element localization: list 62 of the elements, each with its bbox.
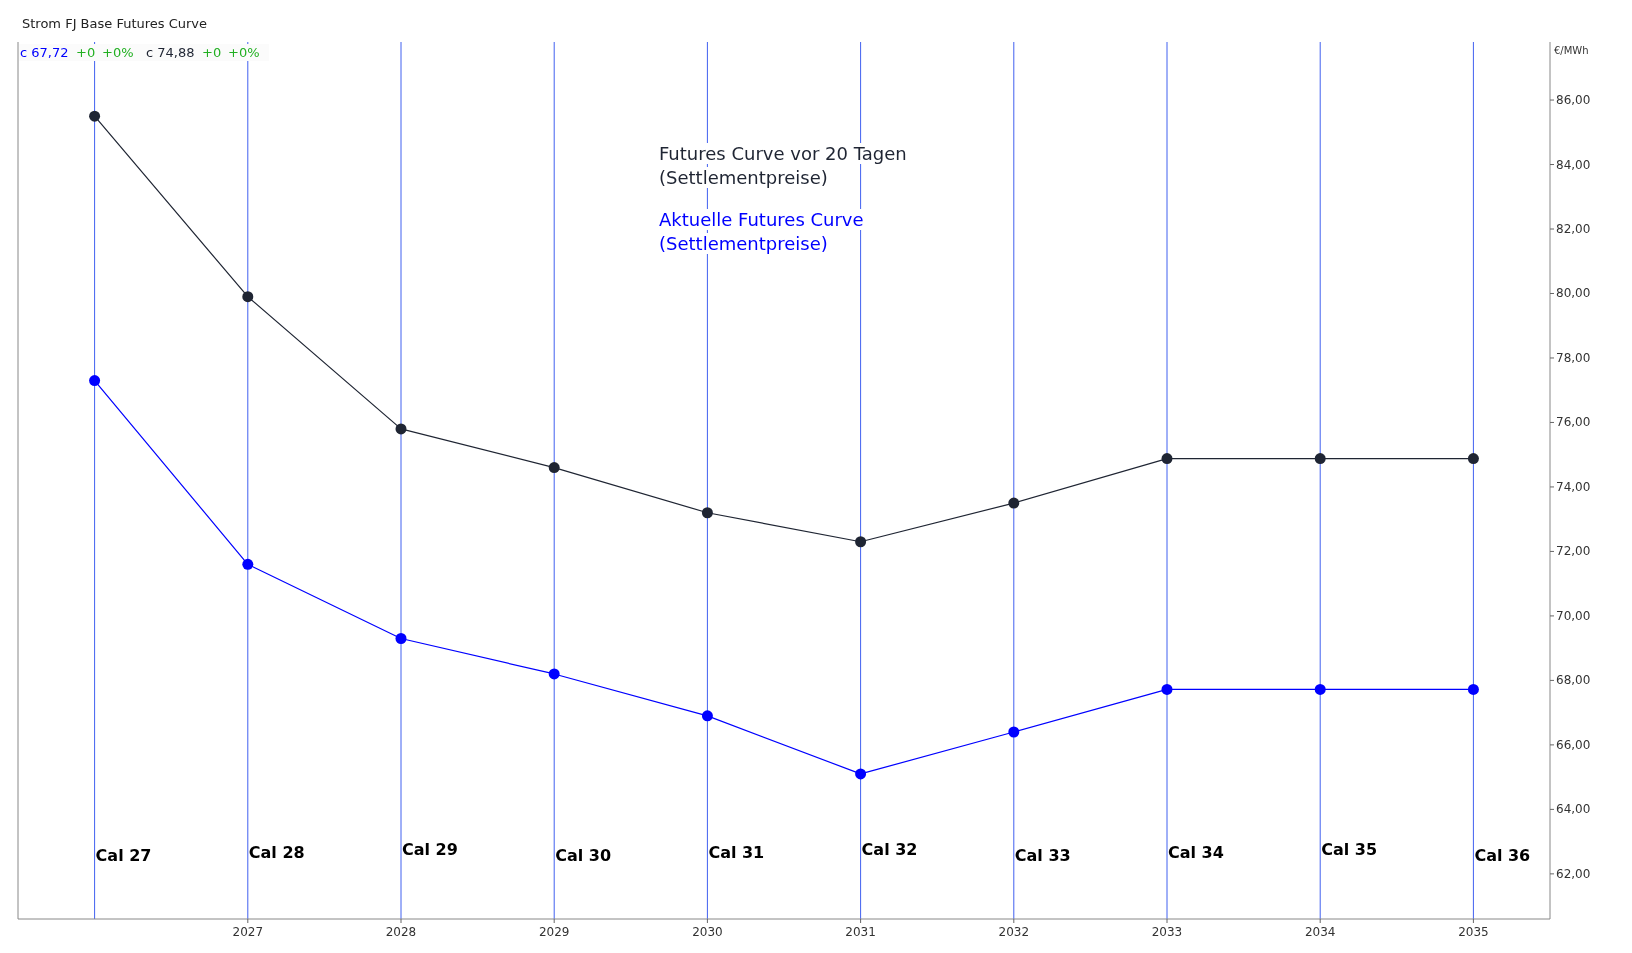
x-tick-label: 2028	[385, 925, 417, 939]
point	[1161, 683, 1173, 695]
y-tick-label: 70,00	[1556, 608, 1591, 623]
text: Aktuelle Futures Curve (Settlementpreise)	[659, 209, 864, 254]
annotation: Cal 30	[555, 846, 612, 865]
y-tick-label: 64,00	[1556, 802, 1591, 817]
y-axis-title: €/MWh	[1554, 45, 1589, 56]
y-tick-label: 66,00	[1556, 737, 1591, 752]
y-tick-label: 74,00	[1556, 479, 1591, 494]
annotation: Cal 32	[861, 840, 918, 859]
text: Futures Curve vor 20 Tagen (Settlementpreise)	[659, 143, 907, 188]
x-tick-label: 2029	[538, 925, 570, 939]
annotation: +0%	[228, 45, 260, 60]
annotation: Cal 31	[708, 843, 765, 862]
x-tick-label: 2030	[692, 925, 723, 939]
x-tick-label: 2032	[998, 925, 1030, 939]
x-tick-label: 2034	[1304, 925, 1336, 939]
y-tick-label: 78,00	[1556, 350, 1591, 365]
annotation: +0	[76, 45, 96, 60]
y-tick-label: 72,00	[1556, 544, 1591, 559]
y-tick-label: 68,00	[1556, 673, 1591, 688]
x-tick-label: 2035	[1458, 925, 1489, 939]
point	[1008, 497, 1020, 509]
point	[1467, 683, 1479, 695]
annotation: Cal 34	[1168, 843, 1224, 862]
annotation: Cal 33	[1014, 846, 1071, 865]
point	[395, 632, 407, 644]
point	[701, 710, 713, 722]
point	[1314, 683, 1326, 695]
annotation: c 74,88	[146, 45, 195, 60]
y-tick-label: 80,00	[1556, 286, 1591, 301]
point	[1161, 453, 1173, 465]
point	[1008, 726, 1020, 738]
x-tick-label: 2027	[232, 925, 264, 939]
point	[548, 668, 560, 680]
annotation: Cal 29	[402, 840, 458, 859]
point	[242, 291, 254, 303]
point	[242, 558, 254, 570]
point	[1467, 453, 1479, 465]
y-tick-label: 82,00	[1556, 222, 1591, 237]
point	[855, 768, 867, 780]
point	[89, 375, 101, 387]
annotation: Cal 35	[1321, 840, 1378, 859]
point	[89, 110, 101, 122]
annotation: +0	[202, 45, 222, 60]
y-tick-label: 86,00	[1556, 93, 1591, 108]
chart-title: Strom FJ Base Futures Curve	[22, 16, 208, 31]
point	[701, 507, 713, 519]
annotation: Cal 36	[1474, 846, 1531, 865]
point	[395, 423, 407, 435]
x-tick-label: 2033	[1151, 925, 1183, 939]
x-tick-label: 2031	[845, 925, 876, 939]
annotation: +0%	[102, 45, 134, 60]
point	[855, 536, 867, 548]
y-tick-label: 76,00	[1556, 415, 1591, 430]
annotation: Cal 28	[248, 843, 305, 862]
point	[548, 462, 560, 474]
y-tick-label: 62,00	[1556, 866, 1591, 881]
annotation: c 67,72	[20, 45, 69, 60]
point	[1314, 453, 1326, 465]
y-tick-label: 84,00	[1556, 157, 1591, 172]
annotation: Cal 27	[95, 846, 152, 865]
